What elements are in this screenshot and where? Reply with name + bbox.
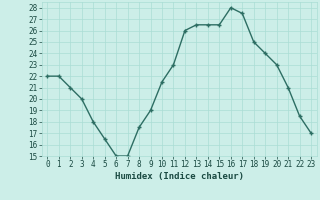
X-axis label: Humidex (Indice chaleur): Humidex (Indice chaleur) xyxy=(115,172,244,181)
